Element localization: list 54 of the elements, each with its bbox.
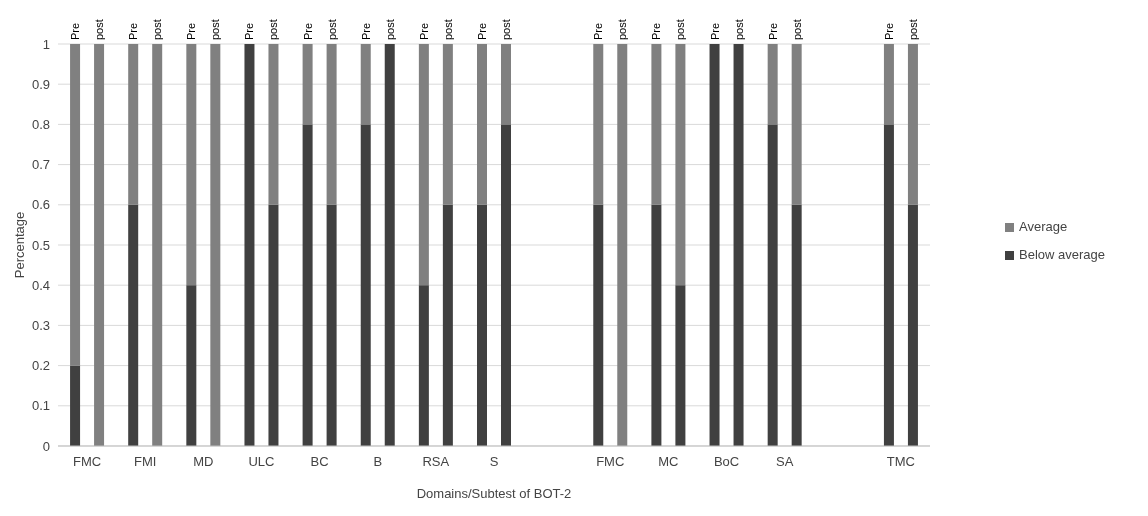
x-tick-label: Pre (243, 22, 256, 40)
text: B (373, 454, 383, 469)
x-tick-label: Pre (476, 22, 488, 40)
x-tick-label: post (209, 19, 222, 40)
x-tick-label: post (906, 19, 919, 40)
text: FMC (72, 454, 102, 469)
y-tick-label: 0 (42, 438, 50, 454)
y-tick-label: 0.6 (31, 197, 50, 213)
text: ULC (248, 454, 275, 469)
x-tick-label: post (674, 19, 687, 40)
x-tick-label: post (267, 19, 280, 40)
x-tick-label: post (151, 19, 164, 40)
text: RSA (422, 454, 450, 469)
x-tick-label: post (790, 19, 803, 40)
y-tick-label: 0.7 (31, 157, 50, 173)
x-axis-title: Domains/Subtest of BOT-2 (416, 486, 572, 501)
x-tick-label: Pre (301, 22, 314, 40)
x-tick-label: Pre (592, 22, 605, 40)
y-tick-label: 0.1 (31, 398, 50, 414)
text: BoC (713, 454, 740, 469)
text: S (489, 454, 499, 469)
y-tick-label: 0.9 (31, 76, 50, 92)
x-tick-label: Pre (708, 22, 721, 40)
y-tick-label: 1 (42, 36, 50, 52)
x-tick-label: Pre (650, 22, 663, 40)
y-tick-label: 0.8 (31, 116, 50, 132)
legend-label: Average (1019, 219, 1068, 234)
x-tick-label: Pre (766, 22, 779, 40)
text: SA (775, 454, 794, 469)
y-axis-title: Percentage (12, 211, 27, 279)
text: BC (310, 454, 329, 469)
x-tick-label: post (325, 19, 338, 40)
x-tick-label: Pre (882, 22, 895, 40)
text: FMI (134, 454, 157, 469)
x-tick-label: Pre (359, 22, 372, 40)
x-tick-label: post (616, 19, 629, 40)
x-tick-label: Pre (185, 22, 198, 40)
x-tick-label: Pre (69, 22, 82, 40)
x-tick-label: post (383, 19, 396, 40)
y-tick-label: 0.2 (31, 358, 50, 374)
text: FMC (596, 454, 625, 469)
x-tick-label: post (500, 19, 512, 40)
x-tick-label: Pre (417, 22, 430, 40)
text: MC (658, 454, 679, 469)
legend-label: Below average (1019, 247, 1105, 262)
x-tick-label: post (93, 19, 106, 40)
text: TMC (886, 454, 916, 469)
y-tick-label: 0.4 (31, 277, 50, 293)
x-tick-label: Pre (127, 22, 140, 40)
y-tick-label: 0.3 (31, 317, 50, 333)
y-tick-label: 0.5 (31, 237, 50, 253)
x-tick-label: post (732, 19, 745, 40)
x-tick-label: post (441, 19, 454, 40)
text: MD (193, 454, 214, 469)
